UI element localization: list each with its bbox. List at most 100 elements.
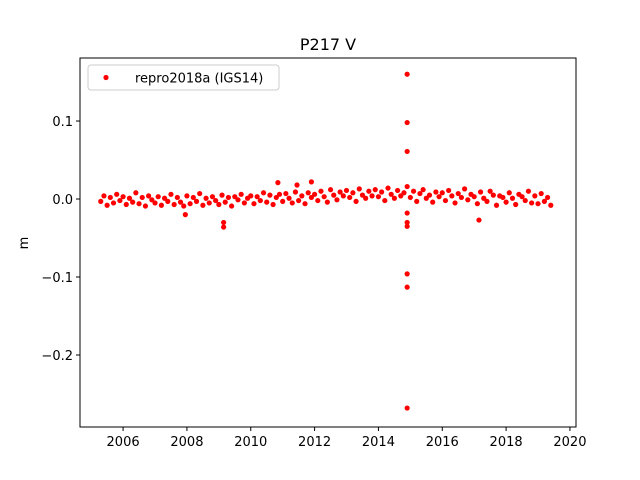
point [280,198,286,204]
point [275,180,281,186]
point [311,191,318,197]
point [350,190,356,196]
point [535,201,541,207]
point [414,198,420,204]
point [130,199,136,205]
point [375,194,382,200]
point [149,197,155,203]
point [529,200,535,206]
point [541,198,548,204]
point [126,195,133,201]
point [379,189,385,195]
point [114,191,120,197]
x-tick-label: 2008 [170,435,203,450]
legend: repro2018a (IGS14) [87,64,280,91]
point [340,193,346,199]
point [423,195,429,201]
point [292,189,299,195]
point [548,202,554,208]
point [519,194,525,200]
point [225,194,232,201]
point [286,195,292,201]
point [404,284,410,290]
x-tick-label: 2012 [298,435,331,450]
point [308,194,315,201]
point [321,194,327,200]
point [302,201,308,207]
point [525,188,532,194]
point [206,200,212,206]
point [187,201,193,207]
point [158,202,164,208]
point [177,199,184,205]
point [500,194,506,201]
point [544,194,551,201]
point [462,186,468,192]
point [356,186,362,192]
point [404,71,410,77]
point [251,201,257,207]
point [161,195,168,201]
point [430,199,436,205]
point [182,212,188,218]
point [241,200,247,206]
point [417,190,423,197]
point [359,192,366,198]
point [532,193,538,199]
point [436,194,442,200]
point [165,198,171,204]
point [117,197,123,204]
point [174,194,180,201]
x-tick-label: 2018 [490,435,523,450]
point [219,192,225,198]
point [305,190,311,196]
point [238,191,244,197]
point [465,197,471,203]
point [264,199,270,205]
series [98,71,554,411]
point [404,148,410,155]
point [213,197,219,204]
point [404,405,410,411]
point [493,202,500,208]
point [257,197,263,204]
point [404,210,410,216]
point [398,193,404,199]
point [232,194,238,200]
point [222,199,228,205]
point [181,203,187,209]
point [455,190,461,197]
point [506,190,512,196]
point [401,190,407,196]
point [382,197,388,204]
y-tick-label: −0.1 [41,271,73,286]
chart-title: P217 V [300,35,356,54]
point [471,194,477,200]
point [142,203,149,209]
x-tick-label: 2010 [234,435,267,450]
point [442,197,449,204]
point [203,195,209,201]
point [487,188,493,194]
legend-marker [103,74,109,81]
point [404,219,410,226]
point [426,192,433,198]
y-axis-label: m [17,237,32,250]
point [343,187,350,194]
point [229,203,235,209]
point [476,217,482,223]
point [404,271,410,277]
point [324,199,330,205]
point [248,193,254,199]
point [168,191,174,197]
point [107,194,113,201]
point [404,183,410,190]
point [200,202,206,208]
point [404,119,410,126]
x-tick-label: 2016 [426,435,459,450]
point [308,179,315,185]
point [394,187,401,194]
point [133,190,139,196]
point [331,192,337,198]
